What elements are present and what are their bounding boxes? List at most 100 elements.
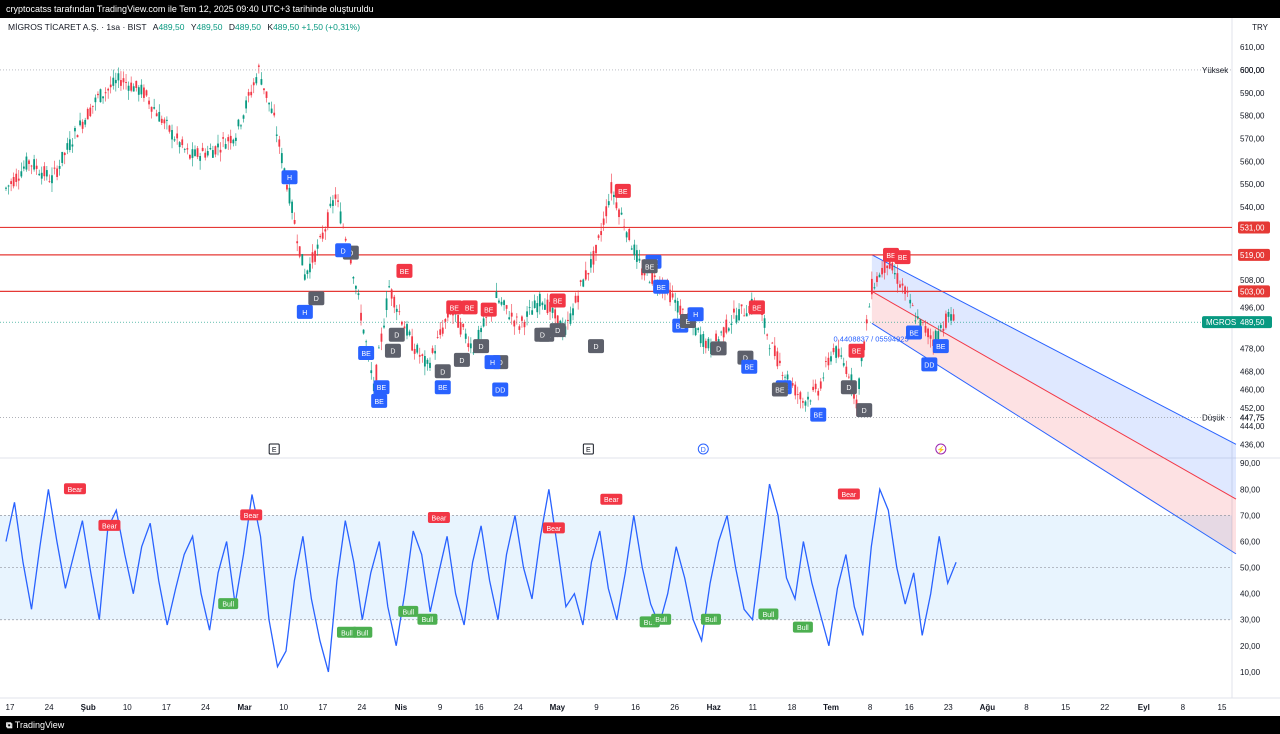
price-tick-label: 447,75 — [1240, 413, 1265, 422]
candle-body — [166, 119, 168, 121]
time-tick-label: Şub — [81, 703, 96, 712]
candle-body — [132, 86, 135, 92]
signal-label: D — [862, 408, 867, 415]
signal-label: BE — [656, 285, 666, 292]
candle-body — [209, 148, 212, 150]
candle-body — [505, 305, 508, 309]
time-tick-label: 9 — [438, 703, 443, 712]
candle-body — [638, 258, 641, 261]
candle-body — [316, 244, 319, 249]
candle-body — [10, 181, 13, 184]
last-price-value: 489,50 — [1240, 318, 1265, 327]
candle-body — [176, 133, 179, 139]
candle-body — [830, 356, 832, 362]
candle-body — [595, 244, 597, 254]
rsi-bull-badge — [792, 621, 813, 633]
rsi-bear-badge — [98, 519, 121, 531]
candle-body — [794, 384, 797, 396]
signal-badge — [810, 407, 827, 422]
candle-body — [91, 105, 94, 107]
candle-body — [577, 295, 580, 303]
candle-body — [122, 78, 125, 83]
candle-body — [513, 320, 516, 327]
signal-label: BE — [484, 308, 494, 315]
candle-body — [199, 156, 202, 161]
rsi-bull-badge — [417, 613, 438, 625]
candle-body — [544, 304, 546, 310]
candle-body — [860, 356, 863, 362]
candle-body — [329, 203, 332, 207]
signal-badge — [484, 355, 501, 370]
candle-body — [319, 235, 322, 238]
currency-label[interactable]: TRY — [1252, 23, 1268, 32]
candle-body — [569, 313, 572, 324]
chart-canvas[interactable]: 610,00 600,00 590,00 580,00 570,00 560,00 550,… — [0, 18, 1280, 716]
tradingview-logo-icon: ⧉ — [6, 720, 13, 730]
candle-body — [727, 328, 730, 331]
signal-badge — [308, 291, 325, 306]
candle-body — [600, 231, 603, 236]
candle-body — [503, 300, 505, 306]
signal-badge — [840, 380, 857, 395]
candle-body — [388, 286, 391, 288]
chart-frame[interactable]: MİGROS TİCARET A.Ş. · 1sa · BIST A489,50… — [0, 18, 1280, 716]
candle-body — [383, 325, 385, 328]
candle-body — [40, 172, 43, 179]
candle-body — [160, 118, 163, 123]
candle-body — [799, 392, 802, 400]
candle-body — [937, 331, 940, 340]
rsi-bear-badge — [240, 509, 263, 521]
signal-badge — [373, 380, 390, 395]
candle-body — [824, 361, 827, 363]
candle-body — [518, 326, 521, 330]
candle-body — [71, 144, 74, 147]
signal-badge — [894, 250, 911, 265]
candle-body — [791, 383, 794, 386]
candle-body — [413, 348, 416, 354]
candle-body — [779, 360, 781, 364]
rsi-bull-badge — [218, 598, 239, 610]
rsi-bear-badge — [837, 488, 860, 500]
high-label: Y — [190, 22, 197, 32]
candle-body — [375, 364, 378, 381]
candle-body — [452, 314, 454, 316]
rsi-bull-label: Bull — [356, 630, 368, 637]
signal-label: DD — [924, 362, 934, 369]
high-marker-value: 600,00 — [1240, 66, 1265, 75]
rsi-bear-label: Bear — [432, 516, 447, 523]
rsi-bear-badge — [427, 512, 450, 523]
candle-body — [232, 139, 235, 144]
rsi-bear-label: Bear — [102, 523, 117, 530]
symbol-name: MİGROS TİCARET A.Ş. · 1sa · BIST — [8, 22, 147, 32]
signal-badge — [358, 346, 375, 360]
signal-badge — [687, 307, 704, 322]
signal-badge — [856, 403, 873, 418]
candle-body — [812, 386, 815, 391]
candle-body — [745, 313, 748, 317]
candle-body — [219, 149, 222, 153]
candle-body — [950, 314, 952, 321]
candle-body — [89, 107, 92, 117]
candle-body — [883, 259, 886, 273]
candle-body — [58, 166, 61, 169]
candle-body — [224, 144, 227, 149]
signal-badge — [710, 341, 727, 356]
signal-badge — [534, 327, 551, 342]
candle-body — [541, 302, 544, 306]
signal-badge — [848, 343, 865, 358]
candle-body — [681, 308, 684, 310]
candle-body — [22, 166, 25, 169]
rsi-bull-badge — [398, 605, 419, 617]
candle-body — [730, 323, 733, 325]
candle-body — [653, 275, 656, 278]
candle-body — [211, 150, 214, 158]
signal-badge — [434, 380, 451, 395]
candle-body — [398, 311, 401, 313]
candle-body — [510, 312, 513, 317]
candle-body — [444, 319, 447, 322]
candle-body — [12, 177, 15, 187]
signal-label: BE — [814, 413, 824, 420]
candle-body — [674, 299, 677, 303]
signal-badge — [549, 323, 566, 338]
candle-body — [633, 244, 636, 256]
